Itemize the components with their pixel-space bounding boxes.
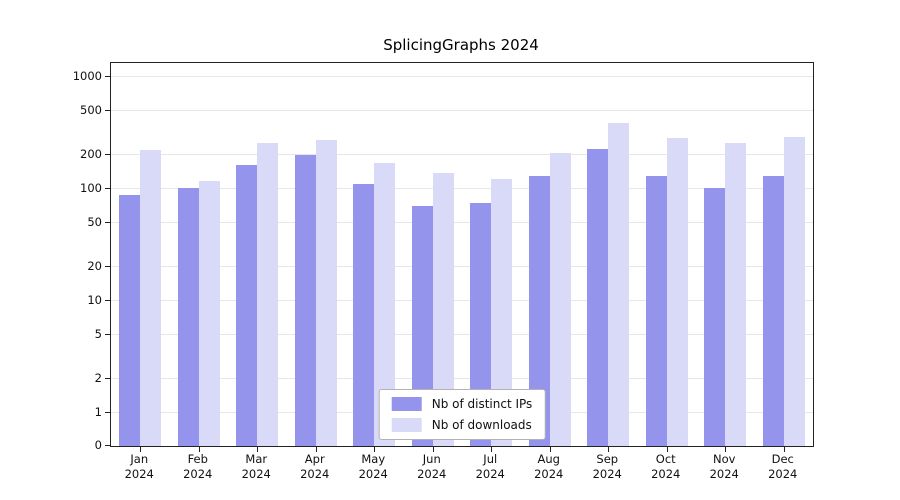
x-tick-mark: [432, 447, 434, 452]
y-tick-mark: [105, 378, 110, 380]
bar-downloads: [491, 178, 513, 446]
x-tick-label: Dec 2024: [768, 452, 798, 481]
gridline: [111, 300, 813, 301]
legend-label: Nb of downloads: [431, 418, 532, 432]
gridline: [111, 109, 813, 111]
bar-distinct-ips: [177, 187, 199, 446]
legend-row: Nb of downloads: [391, 418, 533, 432]
gridline: [111, 266, 813, 268]
x-tick-mark: [257, 447, 259, 452]
x-tick-label: May 2024: [358, 452, 388, 481]
x-tick-mark: [608, 447, 610, 452]
plot-area: Nb of distinct IPs Nb of downloads: [105, 62, 814, 452]
gridline: [111, 221, 813, 223]
y-tick-label: 5: [94, 326, 102, 341]
bar-downloads: [198, 180, 220, 446]
legend-swatch: [391, 397, 422, 411]
x-tick-mark: [783, 447, 785, 452]
y-tick-label: 100: [80, 181, 102, 195]
legend-label: Nb of distinct IPs: [431, 397, 533, 411]
bar-distinct-ips: [704, 187, 726, 446]
gridline: [111, 378, 813, 380]
y-tick-label: 200: [80, 147, 102, 162]
x-tick-mark: [725, 447, 727, 452]
y-tick-mark: [105, 76, 110, 77]
y-tick-label: 50: [87, 214, 102, 229]
bar-downloads: [725, 143, 747, 446]
y-tick-mark: [105, 412, 110, 413]
bar-downloads: [549, 152, 571, 446]
x-tick-label: Aug 2024: [534, 452, 564, 481]
bar-distinct-ips: [528, 176, 550, 446]
bar-downloads: [374, 163, 396, 446]
bar-distinct-ips: [119, 195, 141, 446]
bar-distinct-ips: [236, 164, 258, 446]
gridline: [111, 76, 813, 77]
x-tick-mark: [374, 447, 376, 452]
y-tick-mark: [105, 300, 110, 301]
x-tick-mark: [491, 447, 493, 452]
bar-distinct-ips: [353, 184, 375, 446]
legend-row: Nb of distinct IPs: [391, 397, 533, 411]
legend: Nb of distinct IPs Nb of downloads: [378, 389, 546, 440]
y-tick-mark: [105, 333, 110, 335]
x-tick-label: Nov 2024: [709, 452, 739, 481]
bar-downloads: [783, 137, 805, 446]
y-tick-mark: [105, 154, 110, 156]
y-tick-mark: [105, 188, 110, 189]
x-tick-mark: [315, 447, 317, 452]
gridline: [111, 333, 813, 335]
x-tick-label: Sep 2024: [592, 452, 622, 481]
x-tick-mark: [666, 447, 668, 452]
y-tick-label: 2: [94, 371, 102, 386]
bar-downloads: [432, 172, 454, 446]
y-tick-label: 20: [87, 259, 102, 274]
y-tick-mark: [105, 445, 110, 446]
legend-swatch: [391, 418, 422, 432]
y-tick-label: 1: [94, 405, 102, 419]
x-tick-label: Feb 2024: [183, 452, 213, 481]
gridline: [111, 154, 813, 156]
bar-distinct-ips: [294, 154, 316, 446]
bar-distinct-ips: [762, 176, 784, 446]
bar-downloads: [315, 139, 337, 446]
x-tick-label: Mar 2024: [241, 452, 271, 481]
x-tick-label: Jan 2024: [124, 452, 154, 481]
y-axis-labels: 0 1 2 5 10 20 50 100 200 500 1000: [0, 62, 102, 452]
y-tick-mark: [105, 266, 110, 268]
bar-downloads: [608, 122, 630, 446]
bar-distinct-ips: [411, 206, 433, 446]
y-tick-mark: [105, 109, 110, 111]
y-tick-mark: [105, 221, 110, 223]
y-tick-label: 1000: [72, 69, 102, 83]
bar-distinct-ips: [470, 203, 492, 446]
bar-distinct-ips: [587, 148, 609, 446]
bar-downloads: [666, 138, 688, 446]
x-tick-label: Apr 2024: [300, 452, 330, 481]
x-tick-label: Oct 2024: [651, 452, 681, 481]
x-tick-mark: [198, 447, 200, 452]
bar-downloads: [140, 149, 162, 446]
x-tick-label: Jun 2024: [417, 452, 447, 481]
chart-title: SplicingGraphs 2024: [383, 36, 539, 54]
bar-downloads: [257, 142, 279, 446]
bar-distinct-ips: [645, 176, 667, 446]
x-tick-mark: [549, 447, 551, 452]
x-tick-mark: [140, 447, 142, 452]
gridline: [111, 188, 813, 189]
y-tick-label: 0: [94, 438, 102, 452]
x-tick-label: Jul 2024: [475, 452, 505, 481]
y-tick-label: 500: [80, 102, 102, 117]
x-axis-labels: Jan 2024 Feb 2024 Mar 2024 Apr 2024 May 2024 Jun 20…: [110, 452, 812, 492]
y-tick-label: 10: [87, 293, 102, 307]
